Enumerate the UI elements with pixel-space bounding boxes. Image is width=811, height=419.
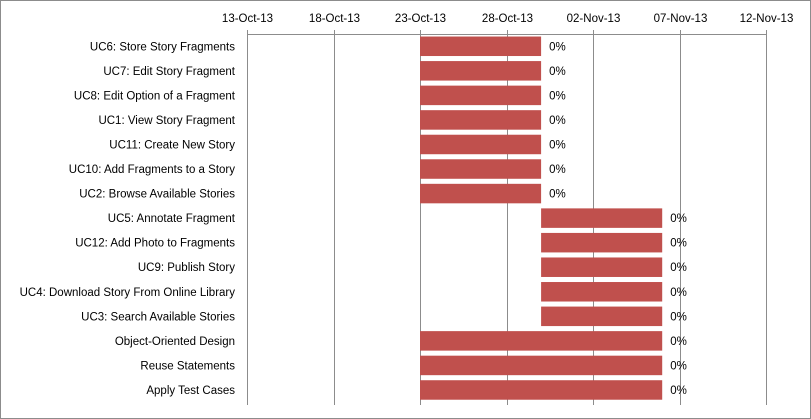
percent-complete-label: 0% <box>670 311 687 323</box>
percent-complete-label: 0% <box>549 164 566 176</box>
percent-complete-label: 0% <box>549 139 566 151</box>
percent-complete-label: 0% <box>549 41 566 53</box>
percent-complete-label: 0% <box>670 213 687 225</box>
percent-complete-label: 0% <box>549 115 566 127</box>
task-label: UC5: Annotate Fragment <box>108 213 236 225</box>
task-label: UC12: Add Photo to Fragments <box>75 238 235 250</box>
task-label: UC3: Search Available Stories <box>81 311 235 323</box>
percent-labels: 0% 0% 0% 0% 0% 0% 0% 0% 0% 0% 0% 0% 0% 0% 0% <box>549 41 687 397</box>
x-tick-label: 18-Oct-13 <box>309 13 360 25</box>
x-tick-label: 12-Nov-13 <box>740 13 794 25</box>
task-bar <box>420 85 542 106</box>
x-tick-label: 07-Nov-13 <box>654 13 708 25</box>
task-bar <box>541 257 663 277</box>
task-bar <box>541 232 663 253</box>
task-label: Reuse Statements <box>140 360 235 372</box>
percent-complete-label: 0% <box>670 360 687 372</box>
task-bar <box>420 331 663 351</box>
task-label: UC9: Publish Story <box>138 262 235 274</box>
percent-complete-label: 0% <box>670 385 687 397</box>
x-tick-label: 13-Oct-13 <box>222 13 273 25</box>
task-label: Apply Test Cases <box>146 385 235 397</box>
x-tick-label: 23-Oct-13 <box>395 13 446 25</box>
percent-complete-label: 0% <box>549 66 566 78</box>
task-label: UC4: Download Story From Online Library <box>20 287 236 299</box>
bars <box>420 36 663 400</box>
task-label: UC6: Store Story Fragments <box>90 41 235 53</box>
task-bar <box>541 306 663 327</box>
task-label: UC7: Edit Story Fragment <box>103 66 235 78</box>
percent-complete-label: 0% <box>670 262 687 274</box>
task-bar <box>420 36 542 57</box>
percent-complete-label: 0% <box>549 90 566 102</box>
x-axis-ticks: 13-Oct-13 18-Oct-13 23-Oct-13 28-Oct-13 02-N… <box>222 13 793 35</box>
task-label: Object-Oriented Design <box>115 336 235 348</box>
percent-complete-label: 0% <box>549 189 566 201</box>
task-label: UC1: View Story Fragment <box>98 115 235 127</box>
task-bar <box>420 61 542 81</box>
task-bar <box>420 183 542 204</box>
task-bar <box>541 208 663 228</box>
task-label: UC8: Edit Option of a Fragment <box>74 90 236 102</box>
task-bar <box>420 380 663 400</box>
task-bar <box>541 282 663 302</box>
task-label: UC10: Add Fragments to a Story <box>69 164 235 176</box>
task-bar <box>420 134 542 155</box>
task-label: UC11: Create New Story <box>109 139 235 151</box>
category-labels: UC6: Store Story Fragments UC7: Edit Stor… <box>20 41 236 397</box>
task-bar <box>420 355 663 376</box>
x-tick-label: 28-Oct-13 <box>482 13 533 25</box>
task-label: UC2: Browse Available Stories <box>79 189 235 201</box>
percent-complete-label: 0% <box>670 238 687 250</box>
task-bar <box>420 110 542 130</box>
x-tick-label: 02-Nov-13 <box>567 13 621 25</box>
percent-complete-label: 0% <box>670 287 687 299</box>
percent-complete-label: 0% <box>670 336 687 348</box>
task-bar <box>420 159 542 179</box>
